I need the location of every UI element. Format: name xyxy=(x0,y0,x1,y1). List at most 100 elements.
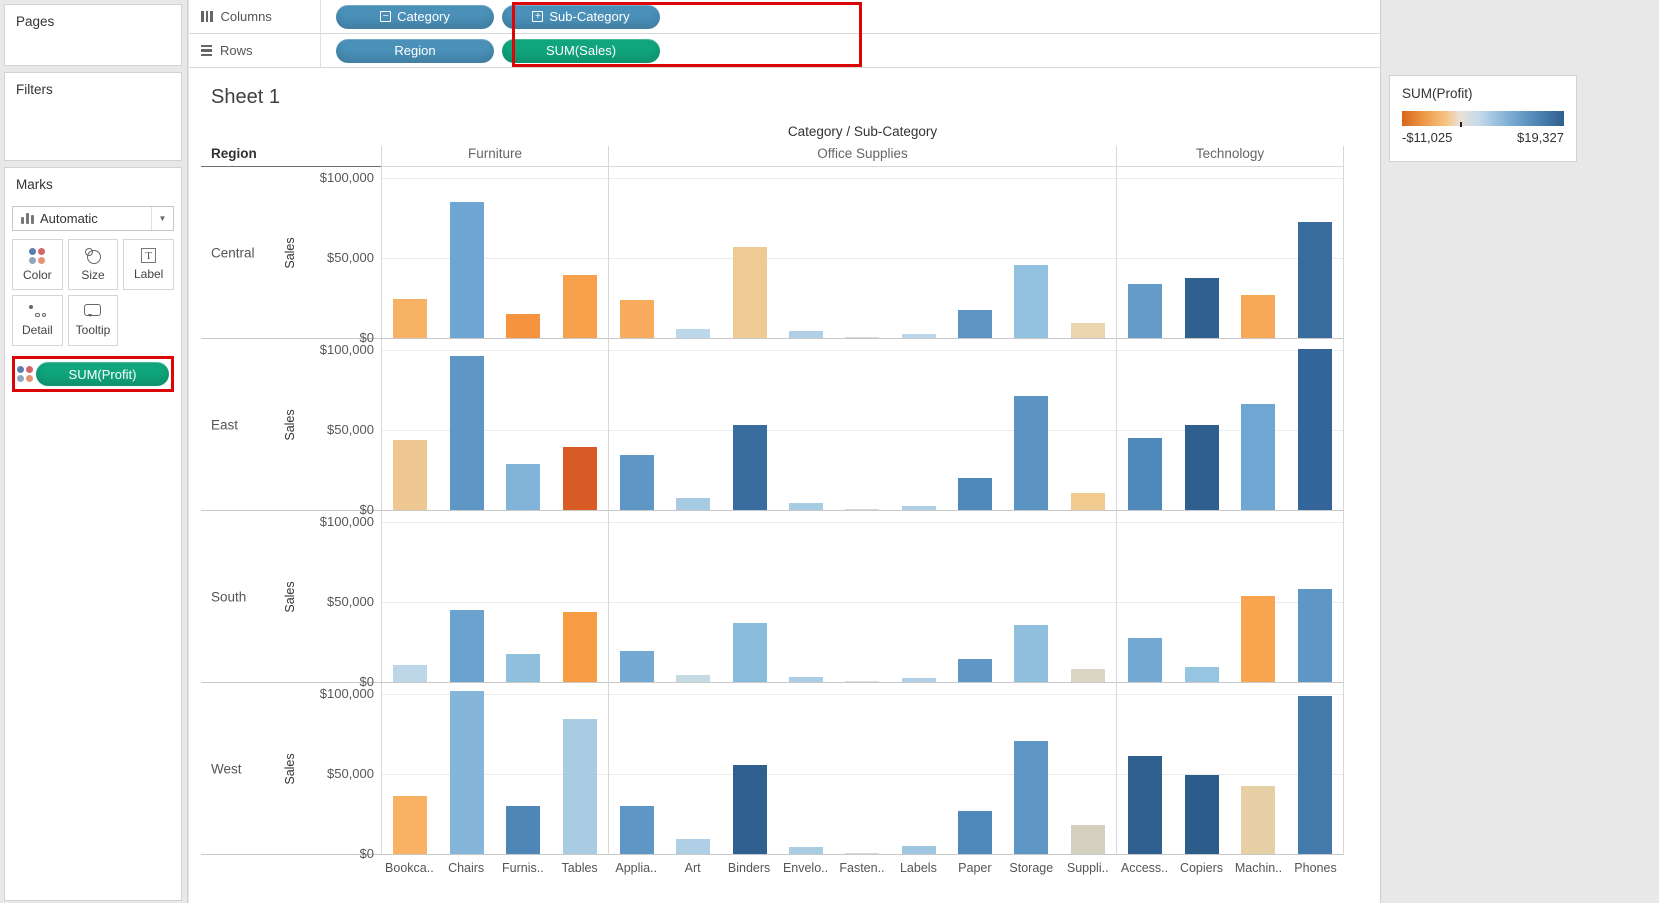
bar-east-furnis[interactable] xyxy=(506,463,541,510)
x-tick-label: Chairs xyxy=(448,861,485,875)
detail-dots-icon xyxy=(28,304,47,319)
bar-central-furnis[interactable] xyxy=(506,313,541,338)
bar-east-fasten[interactable] xyxy=(845,508,880,510)
bar-south-art[interactable] xyxy=(676,674,711,682)
bar-central-envelo[interactable] xyxy=(789,330,824,338)
category-pill[interactable]: − Category xyxy=(336,4,494,29)
bar-west-paper[interactable] xyxy=(958,811,993,854)
bar-west-copiers[interactable] xyxy=(1184,774,1219,854)
bar-east-access[interactable] xyxy=(1128,438,1163,510)
bar-south-applia[interactable] xyxy=(620,650,655,682)
bar-south-fasten[interactable] xyxy=(845,681,880,682)
columns-shelf[interactable]: Columns − Category + Sub-Category xyxy=(189,0,1380,34)
bar-south-furnis[interactable] xyxy=(506,654,541,682)
bar-west-binders[interactable] xyxy=(732,764,767,854)
bar-east-suppli[interactable] xyxy=(1070,492,1105,510)
bar-east-storage[interactable] xyxy=(1014,395,1049,510)
bar-south-envelo[interactable] xyxy=(789,676,824,682)
x-tick-label: Envelo.. xyxy=(782,861,829,875)
bar-south-paper[interactable] xyxy=(958,659,993,682)
bar-central-suppli[interactable] xyxy=(1070,322,1105,338)
columns-shelf-label: Columns xyxy=(220,9,272,24)
bar-east-binders[interactable] xyxy=(732,424,767,510)
bar-west-chairs[interactable] xyxy=(449,691,484,854)
bar-east-paper[interactable] xyxy=(958,477,993,510)
bar-east-applia[interactable] xyxy=(620,455,655,510)
bar-west-envelo[interactable] xyxy=(789,847,824,854)
sum-profit-pill[interactable]: SUM(Profit) xyxy=(36,362,169,386)
bar-central-binders[interactable] xyxy=(732,247,767,338)
bar-east-labels[interactable] xyxy=(901,505,936,510)
tooltip-button[interactable]: Tooltip xyxy=(67,295,119,346)
bar-central-paper[interactable] xyxy=(958,310,993,338)
bar-east-copiers[interactable] xyxy=(1184,424,1219,510)
bar-central-storage[interactable] xyxy=(1014,264,1049,338)
y-tick-label: $50,000 xyxy=(327,766,374,782)
label-button[interactable]: T Label xyxy=(123,239,174,290)
bar-east-art[interactable] xyxy=(676,498,711,510)
bar-central-labels[interactable] xyxy=(901,334,936,338)
detail-button[interactable]: Detail xyxy=(12,295,63,346)
bar-south-chairs[interactable] xyxy=(449,609,484,682)
sub-category-pill[interactable]: + Sub-Category xyxy=(502,4,660,29)
bar-central-machin[interactable] xyxy=(1241,295,1276,338)
bar-central-fasten[interactable] xyxy=(845,336,880,338)
filters-shelf[interactable]: Filters xyxy=(4,72,182,161)
legend-panel: SUM(Profit) -$11,025 $19,327 xyxy=(1380,0,1659,903)
bar-central-access[interactable] xyxy=(1128,283,1163,338)
pages-shelf[interactable]: Pages xyxy=(4,4,182,66)
bar-east-bookca[interactable] xyxy=(393,439,428,510)
mark-type-dropdown[interactable]: Automatic ▼ xyxy=(12,206,174,231)
bar-south-suppli[interactable] xyxy=(1070,668,1105,682)
bar-central-tables[interactable] xyxy=(562,275,597,338)
collapse-box-icon[interactable]: − xyxy=(380,11,392,22)
bar-south-tables[interactable] xyxy=(562,611,597,682)
bar-central-phones[interactable] xyxy=(1297,222,1332,338)
bar-east-chairs[interactable] xyxy=(449,356,484,510)
bar-central-bookca[interactable] xyxy=(393,299,428,338)
bar-west-labels[interactable] xyxy=(901,845,936,854)
bar-south-storage[interactable] xyxy=(1014,624,1049,682)
gridline xyxy=(609,774,1116,776)
bar-south-phones[interactable] xyxy=(1297,588,1332,682)
bar-east-envelo[interactable] xyxy=(789,503,824,510)
bar-west-machin[interactable] xyxy=(1241,786,1276,854)
y-tick-label: $0 xyxy=(359,330,374,345)
color-button[interactable]: Color xyxy=(12,239,63,290)
gridline xyxy=(609,350,1116,352)
bar-central-copiers[interactable] xyxy=(1184,278,1219,338)
bar-central-applia[interactable] xyxy=(620,300,655,338)
bar-south-bookca[interactable] xyxy=(393,664,428,682)
axis-cell-central: Central Sales $100,000 $50,000 $0 xyxy=(201,167,381,345)
bar-west-furnis[interactable] xyxy=(506,805,541,854)
rows-shelf[interactable]: Rows Region SUM(Sales) xyxy=(189,34,1380,68)
bar-west-phones[interactable] xyxy=(1297,696,1332,854)
bar-west-tables[interactable] xyxy=(562,718,597,854)
region-pill[interactable]: Region xyxy=(336,38,494,63)
bar-central-chairs[interactable] xyxy=(449,201,484,338)
bar-south-binders[interactable] xyxy=(732,622,767,682)
bar-east-tables[interactable] xyxy=(562,447,597,510)
bar-west-applia[interactable] xyxy=(620,805,655,854)
bar-south-copiers[interactable] xyxy=(1184,667,1219,682)
size-button[interactable]: Size xyxy=(67,239,119,290)
bar-west-art[interactable] xyxy=(676,839,711,854)
gridline xyxy=(1117,602,1343,604)
bar-south-labels[interactable] xyxy=(901,678,936,682)
expand-box-icon[interactable]: + xyxy=(532,11,544,22)
sum-sales-pill[interactable]: SUM(Sales) xyxy=(502,38,660,63)
bar-west-suppli[interactable] xyxy=(1070,825,1105,854)
bar-east-phones[interactable] xyxy=(1297,349,1332,510)
bar-west-fasten[interactable] xyxy=(845,852,880,854)
bar-west-access[interactable] xyxy=(1128,756,1163,854)
region-label-south: South xyxy=(211,589,247,604)
bar-east-machin[interactable] xyxy=(1241,404,1276,510)
bar-south-access[interactable] xyxy=(1128,638,1163,682)
chevron-down-icon[interactable]: ▼ xyxy=(151,207,173,230)
gridline xyxy=(609,430,1116,432)
bar-central-art[interactable] xyxy=(676,328,711,338)
bar-west-storage[interactable] xyxy=(1014,741,1049,854)
profit-gradient-ramp[interactable] xyxy=(1402,111,1564,127)
bar-south-machin[interactable] xyxy=(1241,595,1276,682)
bar-west-bookca[interactable] xyxy=(393,796,428,854)
